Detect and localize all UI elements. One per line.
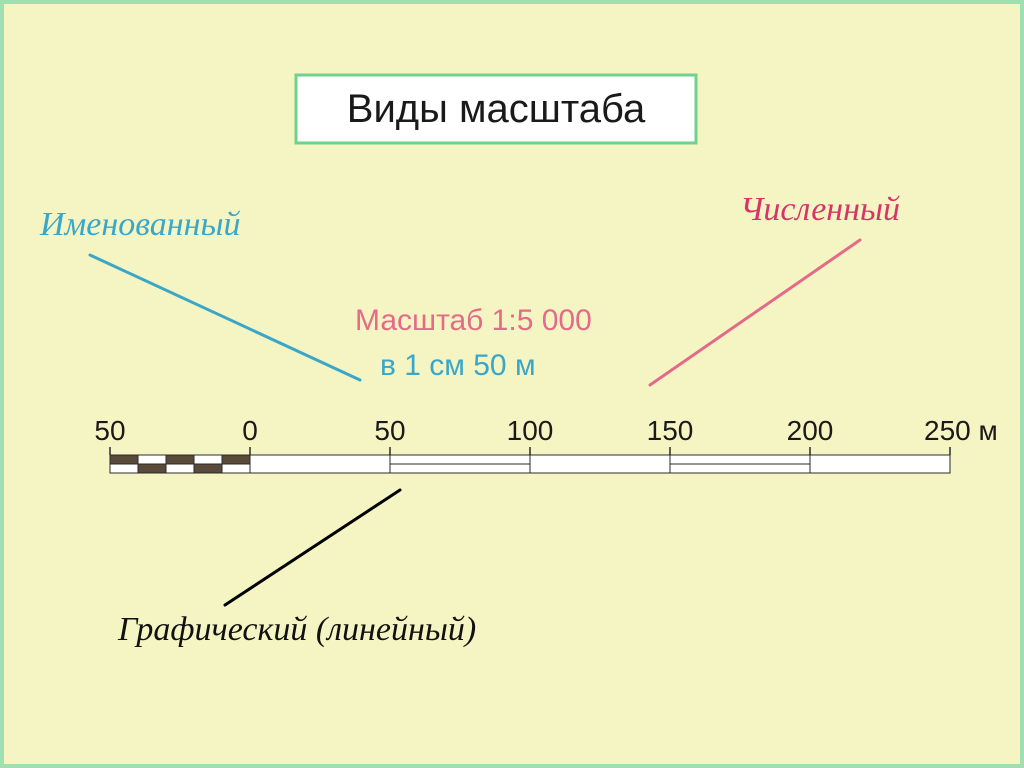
label-numeric: Численный	[740, 191, 900, 228]
diagram-canvas: Виды масштаба Именованный Численный Масштаб…	[0, 0, 1024, 768]
scale-tick-label: 0	[242, 415, 258, 446]
scale-tick-label: 100	[507, 415, 554, 446]
scale-numeric-text: Масштаб 1:5 000	[355, 304, 592, 337]
scale-tick-label: 150	[647, 415, 694, 446]
label-graphic: Графический (линейный)	[117, 611, 476, 648]
scale-tick-label: 50	[374, 415, 405, 446]
scale-named-text: в 1 см 50 м	[380, 349, 536, 382]
scale-tick-label: 250 м	[924, 415, 998, 446]
scale-tick-label: 50	[94, 415, 125, 446]
scale-tick-label: 200	[787, 415, 834, 446]
label-named: Именованный	[39, 206, 241, 243]
title-text: Виды масштаба	[347, 87, 646, 131]
